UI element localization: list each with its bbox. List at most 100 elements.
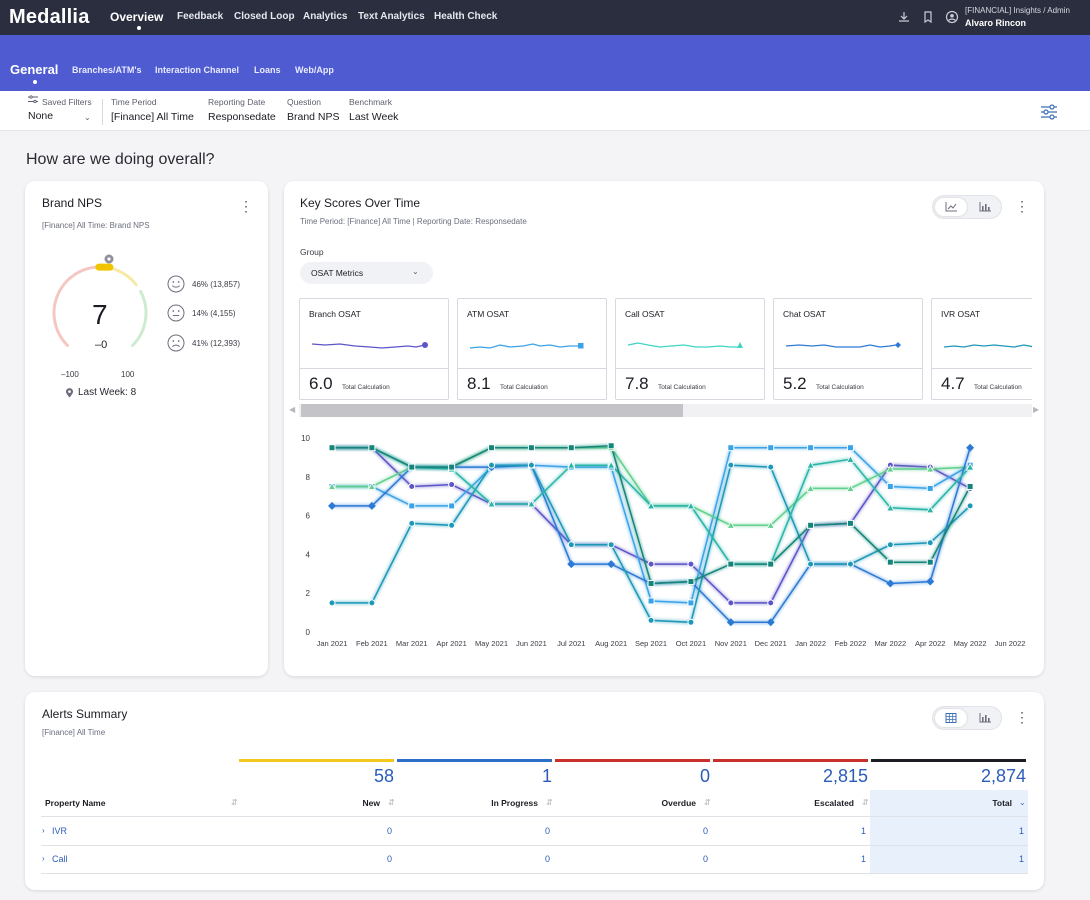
series-1-point[interactable]	[846, 444, 854, 452]
series-6-point[interactable]	[527, 444, 535, 452]
series-line-2[interactable]	[332, 446, 971, 527]
metric-tile-call-osat[interactable]: Call OSAT 7.8 Total Calculation	[615, 298, 765, 400]
app-logo[interactable]: Medallia	[9, 6, 90, 28]
sort-icon[interactable]: ⇵	[231, 798, 238, 807]
total-cell[interactable]: 1	[1018, 854, 1024, 864]
new-cell[interactable]: 0	[386, 854, 392, 864]
tiles-scrollbar-thumb[interactable]	[301, 404, 683, 417]
in-progress-header[interactable]: In Progress	[491, 798, 538, 808]
series-3-point[interactable]	[766, 618, 775, 627]
metric-tile-atm-osat[interactable]: ATM OSAT 8.1 Total Calculation	[457, 298, 607, 400]
table-view-button[interactable]	[935, 709, 967, 727]
brand-nps-menu-icon[interactable]: ⋮	[239, 198, 253, 214]
total-cell[interactable]: 1	[1018, 826, 1024, 836]
series-5-point[interactable]	[527, 499, 536, 508]
new-cell[interactable]: 0	[386, 826, 392, 836]
overdue-cell[interactable]: 0	[702, 854, 708, 864]
series-4-point[interactable]	[966, 502, 974, 510]
sort-icon[interactable]: ⇵	[388, 798, 395, 807]
series-3-point[interactable]	[966, 443, 975, 452]
series-5-point[interactable]	[487, 499, 496, 508]
question-filter[interactable]: Question Brand NPS	[287, 97, 340, 123]
series-6-point[interactable]	[807, 521, 815, 529]
series-6-point[interactable]	[567, 444, 575, 452]
property-name-header[interactable]: Property Name	[45, 798, 106, 808]
question-value[interactable]: Brand NPS	[287, 111, 340, 123]
series-2-point[interactable]	[846, 484, 855, 492]
metric-tile-branch-osat[interactable]: Branch OSAT 6.0 Total Calculation	[299, 298, 449, 400]
series-2-point[interactable]	[367, 482, 377, 490]
nav-closed-loop[interactable]: Closed Loop	[234, 11, 295, 22]
series-4-point[interactable]	[328, 599, 336, 607]
sort-icon[interactable]: ⇵	[862, 798, 869, 807]
series-6-point[interactable]	[926, 558, 934, 566]
expand-row-icon[interactable]: ›	[42, 854, 45, 863]
scroll-left-arrow-icon[interactable]: ◀	[289, 405, 296, 414]
series-1-point[interactable]	[807, 444, 815, 452]
series-0-point[interactable]	[767, 599, 775, 607]
saved-filters-value[interactable]: None	[28, 110, 54, 122]
series-0-point[interactable]	[727, 599, 735, 607]
bookmark-icon[interactable]	[921, 10, 935, 24]
series-4-point[interactable]	[727, 461, 735, 469]
in-progress-cell[interactable]: 0	[544, 826, 550, 836]
series-5-point[interactable]	[886, 503, 895, 512]
series-6-point[interactable]	[448, 463, 456, 471]
series-0-point[interactable]	[647, 560, 655, 568]
subnav-branches-atms[interactable]: Branches/ATM's	[72, 65, 142, 75]
property-name[interactable]: Call	[52, 854, 68, 864]
series-6-point[interactable]	[647, 580, 655, 587]
series-4-point[interactable]	[408, 519, 416, 527]
user-icon[interactable]	[945, 10, 959, 24]
bar-view-button[interactable]	[969, 198, 1001, 216]
series-1-point[interactable]	[727, 444, 735, 452]
nav-analytics[interactable]: Analytics	[303, 11, 348, 22]
series-1-point[interactable]	[687, 599, 695, 607]
series-6-point[interactable]	[328, 444, 336, 452]
series-2-point[interactable]	[766, 520, 775, 529]
series-2-point[interactable]	[886, 464, 895, 473]
series-line-3[interactable]	[332, 447, 971, 624]
series-5-point[interactable]	[567, 460, 576, 469]
series-3-point[interactable]	[328, 501, 336, 510]
series-4-point[interactable]	[607, 541, 615, 549]
series-3-point[interactable]	[367, 501, 376, 510]
sort-descending-icon[interactable]: ⌄	[1019, 798, 1026, 807]
series-6-point[interactable]	[607, 442, 615, 450]
series-6-point[interactable]	[368, 444, 376, 452]
time-period-value[interactable]: [Finance] All Time	[111, 111, 194, 123]
group-select-value[interactable]: OSAT Metrics	[311, 268, 364, 278]
new-header[interactable]: New	[362, 798, 380, 808]
benchmark-filter[interactable]: Benchmark Last Week	[349, 97, 398, 123]
filter-settings-icon[interactable]	[1040, 103, 1058, 121]
download-icon[interactable]	[897, 10, 911, 24]
alerts-bar-view-button[interactable]	[969, 709, 1001, 727]
escalated-header[interactable]: Escalated	[814, 798, 854, 808]
subnav-general[interactable]: General	[10, 62, 59, 77]
series-5-point[interactable]	[846, 454, 855, 463]
series-4-point[interactable]	[846, 560, 854, 568]
benchmark-value[interactable]: Last Week	[349, 111, 399, 123]
nav-text-analytics[interactable]: Text Analytics	[358, 11, 425, 22]
series-0-point[interactable]	[408, 483, 416, 490]
series-4-point[interactable]	[567, 541, 575, 549]
series-4-point[interactable]	[448, 521, 456, 529]
series-3-point[interactable]	[886, 579, 895, 588]
expand-row-icon[interactable]: ›	[42, 826, 45, 835]
series-2-point[interactable]	[806, 484, 815, 492]
series-1-point[interactable]	[408, 502, 416, 510]
chevron-down-icon[interactable]: ⌄	[84, 113, 91, 122]
metric-tile-ivr-osat[interactable]: IVR OSAT 4.7 Total Calculation	[931, 298, 1032, 400]
series-2-point[interactable]	[327, 482, 337, 490]
reporting-date-filter[interactable]: Reporting Date Responsedate	[208, 97, 276, 123]
series-5-point[interactable]	[607, 460, 616, 469]
overdue-cell[interactable]: 0	[702, 826, 708, 836]
series-1-point[interactable]	[886, 483, 894, 490]
series-3-point[interactable]	[607, 560, 616, 569]
reporting-date-value[interactable]: Responsedate	[208, 111, 276, 123]
escalated-cell[interactable]: 1	[860, 854, 866, 864]
subnav-loans[interactable]: Loans	[254, 65, 281, 75]
series-6-point[interactable]	[846, 519, 854, 527]
series-5-point[interactable]	[646, 501, 656, 510]
alerts-menu-icon[interactable]: ⋮	[1015, 709, 1029, 725]
